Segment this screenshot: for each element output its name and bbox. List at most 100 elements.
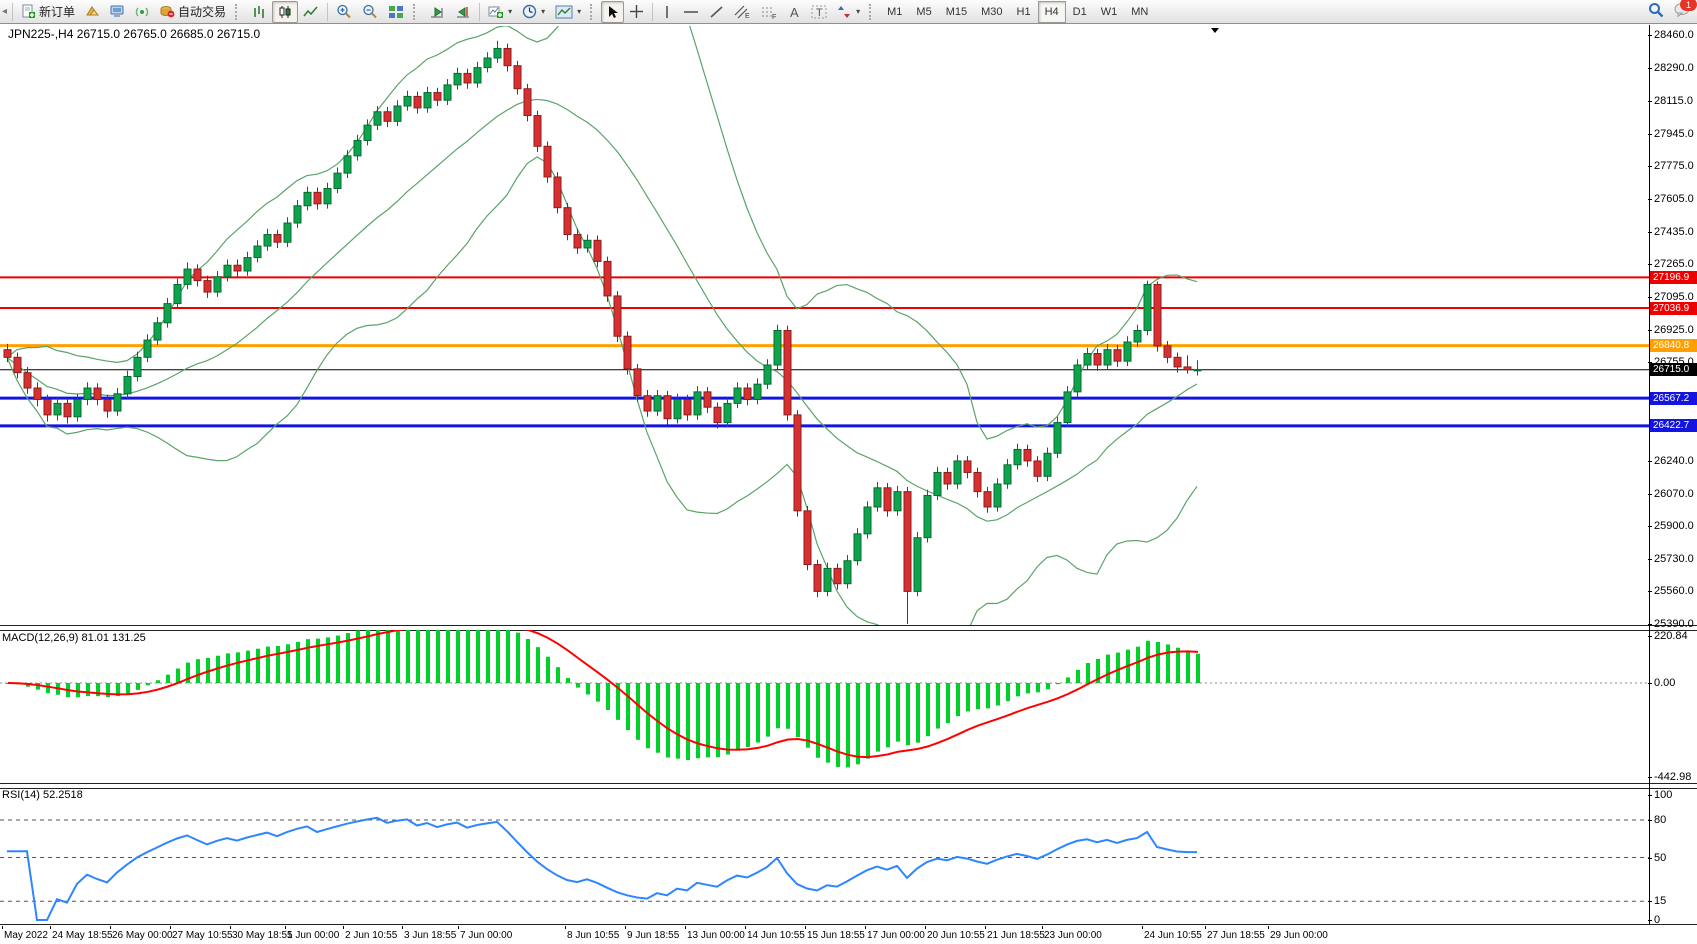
macd-histogram-bar [576, 683, 580, 688]
candle-body [743, 387, 752, 401]
rsi-tick-label: 15 [1654, 895, 1667, 908]
rsi-axis[interactable]: 100 80 50 15 0 [1648, 787, 1697, 926]
horizontal-line-button[interactable] [678, 1, 704, 23]
macd-histogram-bar [656, 683, 660, 753]
timeframe-button-d1[interactable]: D1 [1072, 5, 1087, 18]
bar-shift-marker[interactable] [1211, 28, 1219, 33]
text-label-button[interactable]: T [806, 1, 832, 23]
rsi-tick-mark [1648, 795, 1652, 796]
main-chart-plot[interactable] [0, 26, 1649, 625]
macd-histogram-bar [806, 683, 810, 748]
zoom-out-button[interactable] [357, 1, 383, 23]
chart-window[interactable]: JPN225-,H4 26715.0 26765.0 26685.0 26715… [0, 25, 1697, 944]
macd-axis[interactable]: 220.84 0.00 -442.98 [1648, 630, 1697, 783]
candle-body [1013, 448, 1022, 466]
price-axis[interactable]: 28460.0 28290.0 28115.0 27945.0 27775.0 27605… [1648, 26, 1697, 630]
zoom-in-button[interactable] [331, 1, 357, 23]
equidistant-channel-button[interactable]: E [729, 1, 756, 23]
price-tick-mark [1648, 133, 1652, 135]
candle-body [923, 494, 932, 539]
price-line-tag: 26422.7 [1650, 419, 1697, 433]
price-tick-mark [1648, 231, 1652, 233]
terminal-button[interactable] [105, 1, 130, 23]
templates-dropdown-arrow[interactable]: ▾ [577, 7, 582, 16]
new-order-label: 新订单 [39, 5, 76, 19]
macd-histogram-bar [376, 630, 380, 683]
candle-body [183, 268, 192, 285]
timeframe-button-h4[interactable]: H4 [1037, 0, 1066, 23]
new-order-button[interactable]: 新订单 [16, 1, 80, 23]
candle-body [943, 471, 952, 485]
toolbar-drag-handle[interactable] [413, 3, 420, 20]
toolbar-group-charttype [244, 0, 411, 23]
autotrade-button[interactable]: 自动交易 [155, 1, 231, 23]
arrows-button[interactable]: ▾ [832, 1, 865, 23]
timeframe-button-h1[interactable]: H1 [1016, 5, 1031, 18]
candle-body [843, 560, 852, 585]
macd-histogram-bar [926, 683, 930, 737]
autotrade-label: 自动交易 [178, 5, 227, 19]
price-tick-label: 28115.0 [1654, 95, 1693, 108]
candle-body [543, 145, 552, 178]
time-axis[interactable]: May 2022 24 May 18:55 26 May 00:00 27 May 1… [0, 926, 1697, 944]
candlestick-chart-icon [279, 5, 291, 18]
vertical-line-button[interactable] [656, 1, 678, 23]
signal-button[interactable] [130, 1, 155, 23]
auto-scroll-button[interactable] [424, 1, 450, 23]
chat-button[interactable]: 1 [1674, 0, 1697, 22]
candle-body [443, 84, 452, 101]
rsi-tick-mark [1648, 820, 1652, 821]
candle-body [603, 260, 612, 297]
candle-body [563, 207, 572, 236]
cursor-button[interactable] [601, 0, 625, 23]
search-button[interactable] [1648, 2, 1664, 23]
macd-histogram-bar [296, 641, 300, 683]
time-tick-mark [805, 926, 806, 929]
indicators-dropdown-arrow[interactable]: ▾ [508, 7, 513, 16]
candle-body [173, 283, 182, 305]
timeframe-button-mn[interactable]: MN [1131, 5, 1149, 18]
indicators-button[interactable]: ▾ [483, 1, 517, 23]
chart-shift-button[interactable] [450, 1, 476, 23]
rsi-panel-plot[interactable] [0, 787, 1649, 924]
trendline-button[interactable] [704, 1, 729, 23]
macd-histogram-bar [936, 683, 940, 729]
macd-histogram-bar [316, 638, 320, 683]
timeframe-button-m30[interactable]: M30 [981, 5, 1003, 18]
time-tick-mark [685, 926, 686, 929]
arrows-dropdown-arrow[interactable]: ▾ [856, 7, 861, 16]
panel-separator[interactable] [0, 783, 1697, 789]
candlestick-chart-button[interactable] [272, 0, 299, 23]
toolbar-group-objects: E F A T [599, 0, 867, 23]
periods-button[interactable]: ▾ [517, 1, 550, 23]
fibonacci-button[interactable]: F [756, 1, 783, 23]
crosshair-button[interactable] [624, 1, 649, 23]
timeframe-button-m1[interactable]: M1 [887, 5, 903, 18]
macd-panel-plot[interactable] [0, 630, 1649, 783]
candle-body [303, 191, 312, 207]
time-tick-label: 7 Jun 00:00 [460, 930, 513, 941]
overflow-arrow-icon[interactable]: ◂ [2, 6, 8, 17]
periods-dropdown-arrow[interactable]: ▾ [541, 7, 546, 16]
tile-windows-button[interactable] [383, 1, 409, 23]
macd-histogram-bar [106, 683, 110, 698]
profile-button[interactable] [80, 1, 105, 23]
toolbar-drag-handle[interactable] [235, 3, 242, 20]
panel-separator[interactable] [0, 625, 1697, 631]
text-button[interactable]: A [783, 1, 806, 23]
toolbar-drag-handle[interactable] [590, 3, 597, 20]
candle-body [1113, 349, 1122, 362]
bar-chart-button[interactable] [246, 1, 272, 23]
timeframe-button-m15[interactable]: M15 [945, 5, 968, 18]
macd-histogram-bar [436, 630, 440, 683]
timeframe-button-m5[interactable]: M5 [916, 5, 932, 18]
macd-histogram-bar [396, 630, 400, 683]
macd-histogram-bar [616, 683, 620, 720]
line-chart-button[interactable] [298, 1, 324, 23]
timeframe-button-w1[interactable]: W1 [1100, 5, 1118, 18]
macd-tick-label: 220.84 [1654, 630, 1688, 642]
toolbar-drag-handle[interactable] [869, 3, 876, 20]
candle-body [203, 280, 212, 293]
templates-button[interactable]: ▾ [550, 1, 586, 23]
candle-body [723, 402, 732, 424]
